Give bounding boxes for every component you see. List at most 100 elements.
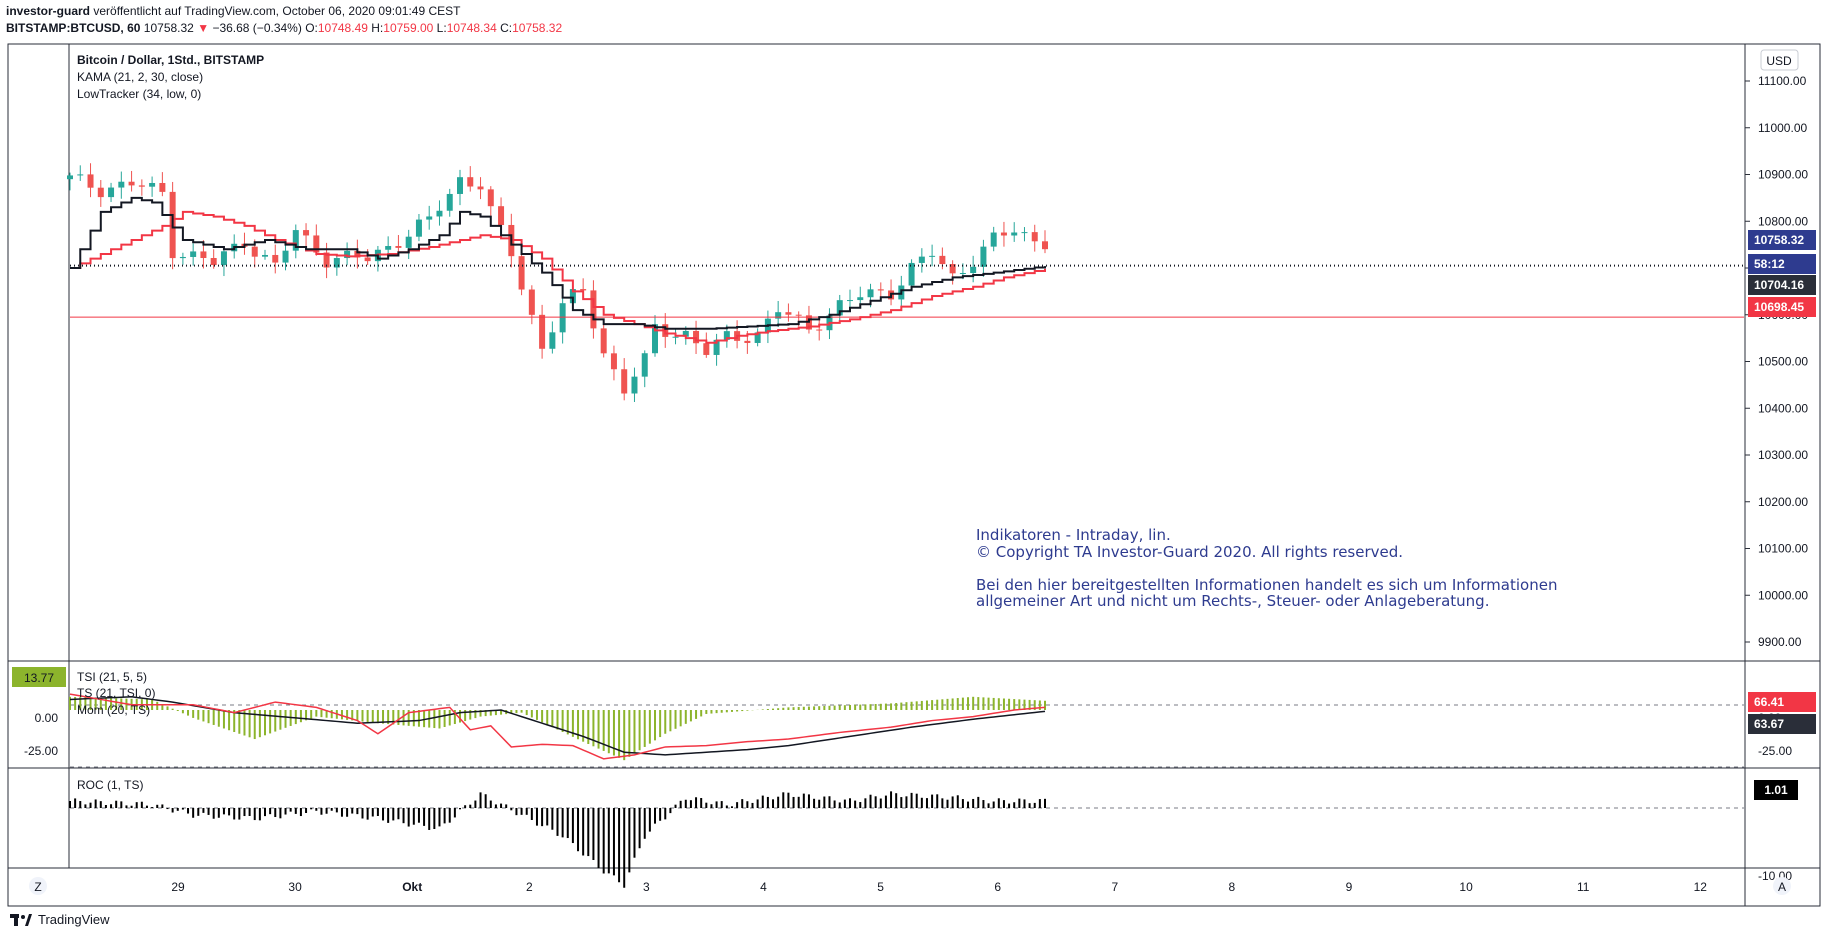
candle-body — [190, 251, 197, 257]
countdown-label: 58:12 — [1754, 257, 1785, 271]
candle-body — [251, 246, 258, 257]
candle-body — [559, 303, 566, 333]
candle-body — [210, 258, 217, 266]
candle-body — [67, 175, 73, 180]
candle-body — [918, 256, 925, 263]
kama-value-label: 10704.16 — [1754, 278, 1804, 292]
candle-body — [1021, 232, 1028, 234]
candle-body — [108, 187, 115, 198]
candle-body — [836, 300, 843, 316]
candle-body — [467, 177, 474, 187]
candle-body — [364, 257, 371, 262]
candle-body — [549, 332, 556, 349]
candle-body — [959, 272, 966, 274]
candle-body — [682, 330, 689, 337]
watermark-line-1: Indikatoren - Intraday, lin. — [976, 526, 1171, 544]
lowtracker-line — [70, 210, 1046, 344]
footer-brand[interactable]: TradingView — [10, 912, 110, 927]
candle-body — [528, 289, 535, 315]
candle-body — [569, 289, 576, 304]
candle-body — [816, 329, 823, 331]
candle-body — [262, 254, 268, 257]
candle-body — [477, 186, 484, 190]
tsi-value-label: 66.41 — [1754, 695, 1784, 709]
price-tick-label: 9900.00 — [1758, 635, 1802, 649]
open-value: 10748.49 — [317, 21, 368, 35]
time-tick-label: 10 — [1459, 880, 1473, 894]
header-ohlc-line: BITSTAMP:BTCUSD, 60 10758.32 ▼ −36.68 (−… — [6, 21, 562, 35]
price-tick-label: 10400.00 — [1758, 401, 1808, 415]
candle-body — [929, 255, 936, 257]
candle-body — [272, 254, 279, 263]
indicator-overlays — [70, 196, 1744, 344]
kama-line — [70, 196, 1046, 330]
time-tick-label: 30 — [288, 880, 302, 894]
main-price-axis: 11100.0011000.0010900.0010800.0010700.00… — [1745, 74, 1808, 649]
down-arrow-icon: ▼ — [197, 21, 210, 35]
candle-body — [323, 252, 330, 268]
open-label: O: — [305, 21, 318, 35]
zoom-left-button[interactable] — [29, 877, 47, 895]
candle-body — [87, 174, 94, 188]
candle-body — [990, 232, 997, 247]
candle-body — [1042, 241, 1048, 250]
candle-body — [785, 312, 792, 315]
candle-body — [354, 250, 361, 258]
last-price: 10758.32 — [143, 21, 194, 35]
watermark-line-3: Bei den hier bereitgestellten Informatio… — [976, 576, 1557, 594]
tsi-tick-label: -25.00 — [1758, 744, 1792, 758]
ts-value-label-badge — [1748, 714, 1816, 734]
candle-body — [631, 376, 638, 394]
tsi-line — [69, 693, 1046, 760]
candle-body — [621, 369, 628, 394]
lowtracker-value-label: 10698.45 — [1754, 300, 1804, 314]
candle-body — [857, 297, 864, 301]
price-tick-label: 10500.00 — [1758, 355, 1808, 369]
candle-body — [1031, 232, 1038, 242]
countdown-label-badge — [1748, 254, 1816, 274]
currency-button[interactable] — [1760, 49, 1799, 71]
roc-value-label: 1.01 — [1764, 783, 1788, 797]
price-tick-label: 10200.00 — [1758, 495, 1808, 509]
auto-scale-button[interactable] — [1773, 877, 1791, 895]
tsi-left-value-badge — [12, 667, 66, 687]
last-price-label-badge — [1748, 230, 1816, 250]
tsi-left-tick-label: 0.00 — [35, 711, 59, 725]
tradingview-logo-icon — [10, 913, 32, 926]
kama-value-label-badge — [1748, 275, 1816, 295]
candle-body — [518, 256, 525, 290]
candle-body — [344, 250, 351, 259]
candle-body — [333, 258, 340, 268]
time-tick-label: 29 — [171, 880, 185, 894]
candle-body — [867, 289, 874, 298]
price-tick-label: 10000.00 — [1758, 588, 1808, 602]
candle-body — [600, 328, 607, 354]
candle-body — [385, 246, 392, 250]
candle-body — [457, 177, 463, 194]
candle-body — [980, 246, 987, 267]
footer-brand-label: TradingView — [38, 912, 110, 927]
candle-body — [652, 324, 658, 354]
tsi-value-label-badge — [1748, 692, 1816, 712]
time-tick-label: 2 — [526, 880, 533, 894]
high-label: H: — [371, 21, 384, 35]
candle-body — [877, 289, 884, 291]
watermark-line-4: allgemeiner Art und nicht um Rechts-, St… — [976, 592, 1489, 610]
close-label: C: — [500, 21, 513, 35]
kama-legend: KAMA (21, 2, 30, close) — [77, 70, 203, 84]
lowtracker-value-label-badge — [1748, 297, 1816, 317]
price-tick-label: 11100.00 — [1758, 74, 1807, 88]
lowtracker-legend: LowTracker (34, low, 0) — [77, 87, 201, 101]
candle-body — [138, 185, 145, 187]
tsi-legend: TSI (21, 5, 5) — [77, 670, 147, 684]
time-tick-label: 3 — [643, 880, 650, 894]
candle-body — [908, 262, 915, 286]
time-tick-label: 6 — [994, 880, 1001, 894]
candle-body — [754, 332, 761, 343]
time-axis: 29 30 Okt 2 3 4 5 6 7 8 9 10 11 12 — [171, 880, 1707, 894]
publisher-name: investor-guard — [6, 4, 91, 18]
candle-body — [179, 256, 186, 259]
candle-body — [723, 331, 730, 340]
candle-body — [292, 230, 299, 251]
